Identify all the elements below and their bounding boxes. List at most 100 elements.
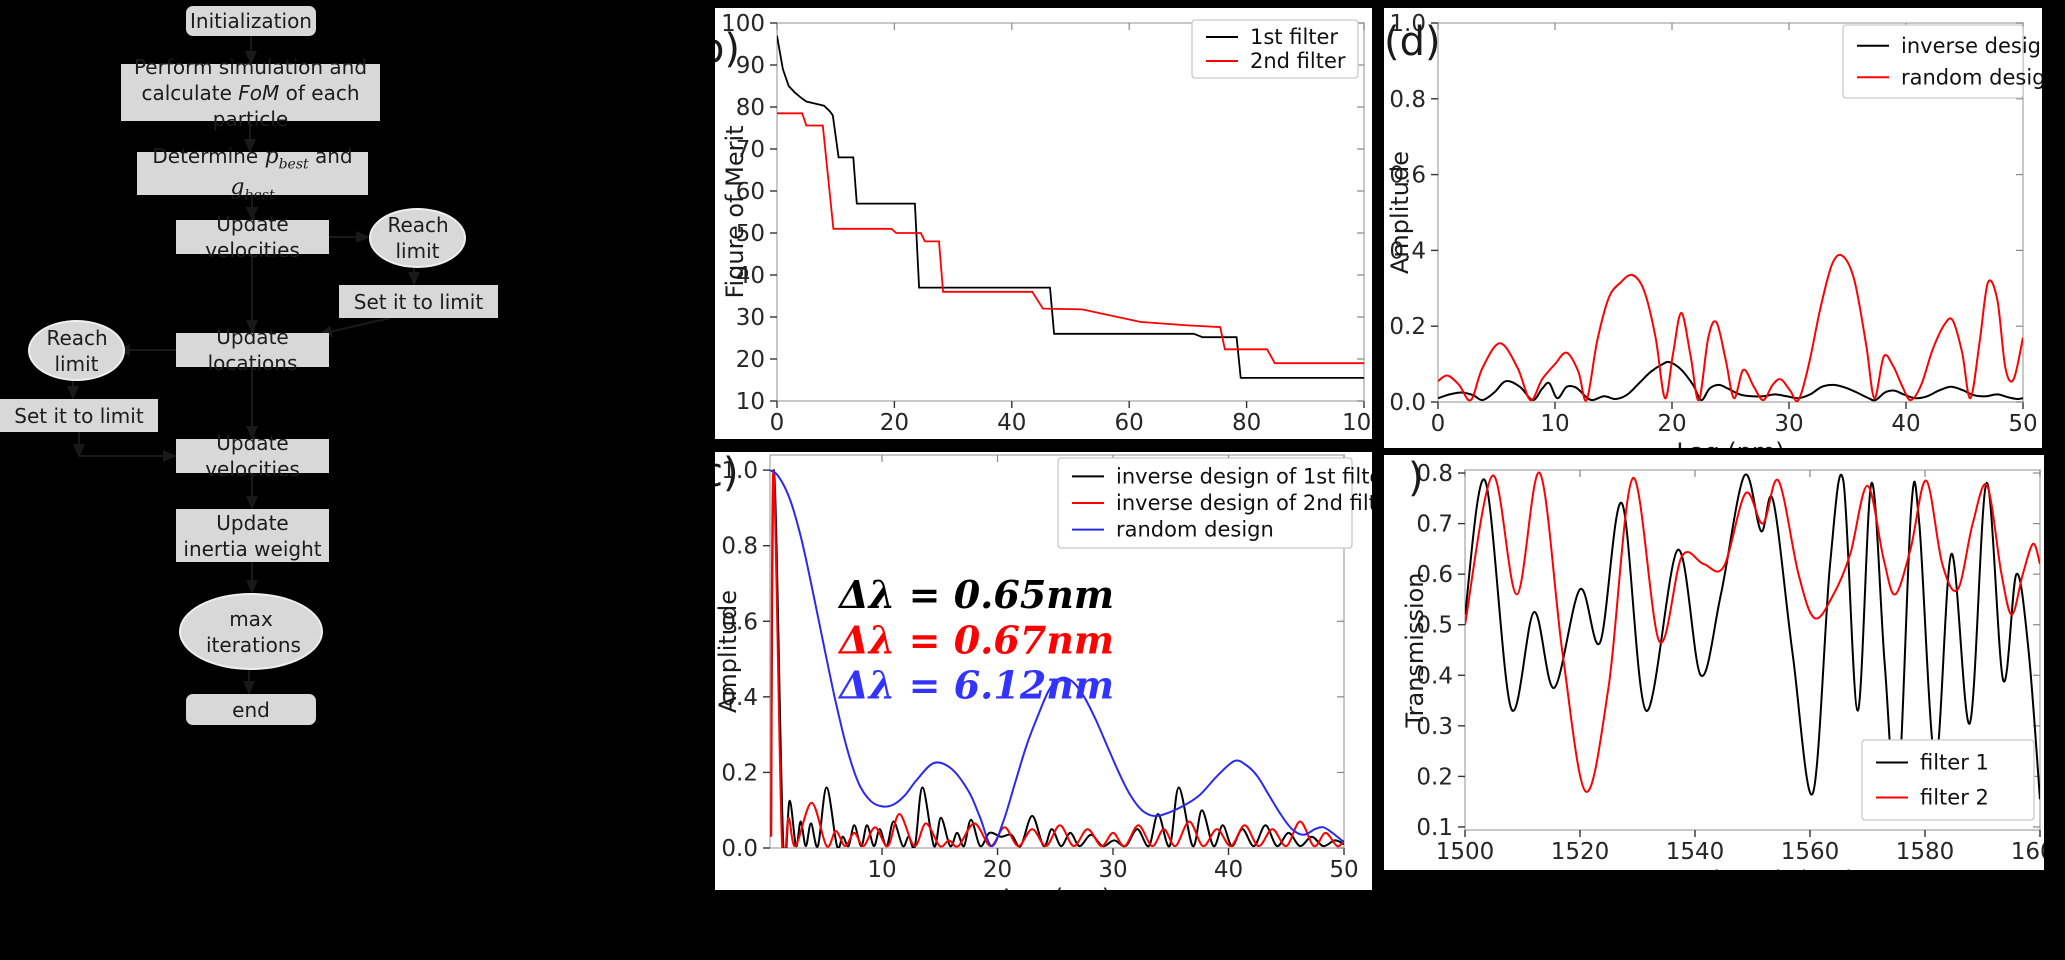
y-tick-label: 20 xyxy=(736,347,765,373)
legend-label: filter 1 xyxy=(1920,751,1989,775)
legend-label: filter 2 xyxy=(1920,786,1989,810)
x-tick-label: 40 xyxy=(1891,411,1920,437)
x-tick-label: 30 xyxy=(1098,857,1127,883)
flow-arrow xyxy=(318,317,391,338)
y-tick-label: 50 xyxy=(736,221,765,247)
flowchart-node-set-limit-left: Set it to limit xyxy=(0,399,158,432)
y-tick-label: 0.4 xyxy=(1389,238,1426,264)
series-2nd-filter xyxy=(777,112,1364,365)
annotation-1: Δλ = 0.67nm xyxy=(837,617,1114,662)
series-filter-1 xyxy=(1465,473,2040,807)
pbest-symbol: pbest xyxy=(264,143,309,173)
plot-spines xyxy=(1464,469,2041,831)
flowchart-node-update-locations: Update locations xyxy=(176,325,329,375)
y-tick-label: 80 xyxy=(736,95,765,121)
node-label: Update velocities xyxy=(205,212,300,262)
y-tick-label: 60 xyxy=(736,179,765,205)
annotation-2: Δλ = 6.12nm xyxy=(837,663,1114,708)
y-tick-label: 0.8 xyxy=(1389,87,1426,113)
y-tick-label: 0.5 xyxy=(1416,613,1453,639)
y-tick-label: 0.6 xyxy=(1416,562,1453,588)
y-tick-label: 0.6 xyxy=(1389,163,1426,189)
panel-d: 0 10 20 30 40 50 0.0 0.2 0.4 0.6 0.8 1.0 Lag (nm) Amp… xyxy=(1384,8,2042,448)
flowchart-node-update-velocities-2: Update velocities xyxy=(176,431,329,481)
y-tick-label: 0.0 xyxy=(1389,390,1426,416)
series-1st-filter xyxy=(777,35,1364,379)
y-tick-label: 0.1 xyxy=(1416,815,1453,841)
plot-spines xyxy=(769,454,1345,849)
y-axis-label: Transmission xyxy=(1401,572,1429,728)
y-tick-label: 70 xyxy=(736,137,765,163)
y-tick-label: 0.8 xyxy=(721,534,758,560)
panel-letter-b: b) xyxy=(715,26,740,72)
chart-e: 1500 1520 1540 1560 1580 1600 0.1 0.2 0.3 0.4 0.5 0… xyxy=(1401,455,2044,870)
legend-label: random design xyxy=(1116,518,1274,542)
x-tick-label: 0 xyxy=(770,410,785,436)
flowchart-node-initialization: Initialization xyxy=(186,6,316,36)
x-tick-label: 50 xyxy=(2008,411,2037,437)
series-random-design xyxy=(1438,253,2023,402)
y-tick-label: 0.2 xyxy=(721,760,758,786)
x-axis-label: wavelength (nm) xyxy=(1650,866,1855,870)
y-axis-label: Amplitude xyxy=(715,590,742,713)
y-tick-label: 90 xyxy=(736,53,765,79)
flowchart-decision-reach-limit-left: Reach limit xyxy=(28,320,125,381)
y-tick-label: 0.2 xyxy=(1389,314,1426,340)
node-label: Reach limit xyxy=(387,213,449,263)
y-tick-label: 1.0 xyxy=(1389,11,1426,37)
node-label: end xyxy=(232,697,270,722)
x-tick-label: 40 xyxy=(1214,857,1243,883)
x-tick-label: 20 xyxy=(1657,411,1686,437)
y-axis-label: Amplitude xyxy=(1386,151,1414,274)
x-axis-label: Lag (nm) xyxy=(1676,438,1784,448)
x-tick-label: 20 xyxy=(983,857,1012,883)
chart-d: 0 10 20 30 40 50 0.0 0.2 0.4 0.6 0.8 1.0 Lag (nm) Amp… xyxy=(1384,11,2042,448)
node-label: Perform simulation and calculate FoM of … xyxy=(133,54,368,131)
node-label: Update locations xyxy=(207,325,298,375)
flowchart-node-update-velocities-1: Update velocities xyxy=(176,212,329,262)
panel-e: 1500 1520 1540 1560 1580 1600 0.1 0.2 0.3 0.4 0.5 0… xyxy=(1384,455,2044,870)
y-tick-label: 0.4 xyxy=(721,685,758,711)
chart-b: 0 20 40 60 80 100 10 20 30 40 50 60 70 80 90 100 Iterati… xyxy=(715,11,1372,439)
fom-italic: FoM xyxy=(238,80,280,105)
legend-label: random design xyxy=(1901,65,2042,89)
y-tick-label: 30 xyxy=(736,305,765,331)
x-tick-label: 0 xyxy=(1431,411,1446,437)
legend: inverse design of 1st filter inverse desi… xyxy=(1057,457,1372,549)
y-tick-label: 40 xyxy=(736,263,765,289)
chart-c: 10 20 30 40 50 0.0 0.2 0.4 0.6 0.8 1.0 Lag (nm) Ampl… xyxy=(715,452,1372,890)
y-tick-label: 0.4 xyxy=(1416,663,1453,689)
panel-letter-c: c) xyxy=(715,452,739,496)
x-tick-label: 50 xyxy=(1329,857,1358,883)
legend: filter 1 filter 2 xyxy=(1861,739,2035,821)
x-tick-label: 80 xyxy=(1232,410,1261,436)
node-label: Set it to limit xyxy=(353,289,484,314)
x-tick-label: 100 xyxy=(1342,410,1372,436)
y-tick-label: 10 xyxy=(736,389,765,415)
tick-labels: 0 10 20 30 40 50 0.0 0.2 0.4 0.6 0.8 1.0 xyxy=(1389,11,2037,437)
plot-spines xyxy=(1437,22,2024,403)
series-inverse-design xyxy=(1438,360,2023,402)
tick-labels: 1500 1520 1540 1560 1580 1600 0.1 0.2 0.3 0.4 0.5 0… xyxy=(1416,461,2044,865)
x-axis-label: Lag (nm) xyxy=(1003,884,1111,890)
x-tick-label: 60 xyxy=(1115,410,1144,436)
y-tick-label: 0.0 xyxy=(721,836,758,862)
node-label: Reach limit xyxy=(46,325,108,376)
tick-labels: 0 20 40 60 80 100 10 20 30 40 50 60 70 80 90 100 xyxy=(721,11,1372,436)
legend-label: inverse design of 2nd filter xyxy=(1116,491,1372,515)
y-axis-label: Figure of Merit xyxy=(721,125,749,298)
y-tick-label: 1.0 xyxy=(721,458,758,484)
node-label: Initialization xyxy=(190,9,312,33)
y-tick-label: 100 xyxy=(721,11,765,37)
flowchart-node-update-inertia-weight: Update inertia weight xyxy=(176,509,329,562)
x-tick-label: 10 xyxy=(867,857,896,883)
x-tick-label: 1540 xyxy=(1666,839,1725,865)
node-label: max iterations xyxy=(206,606,301,657)
flowchart-node-determine-pbest-gbest: Determine pbest and gbest xyxy=(137,144,368,203)
flowchart-node-end: end xyxy=(186,694,316,725)
series-filter-2 xyxy=(1465,471,2040,793)
x-tick-label: 30 xyxy=(1774,411,1803,437)
legend: inverse design random design xyxy=(1842,24,2042,99)
